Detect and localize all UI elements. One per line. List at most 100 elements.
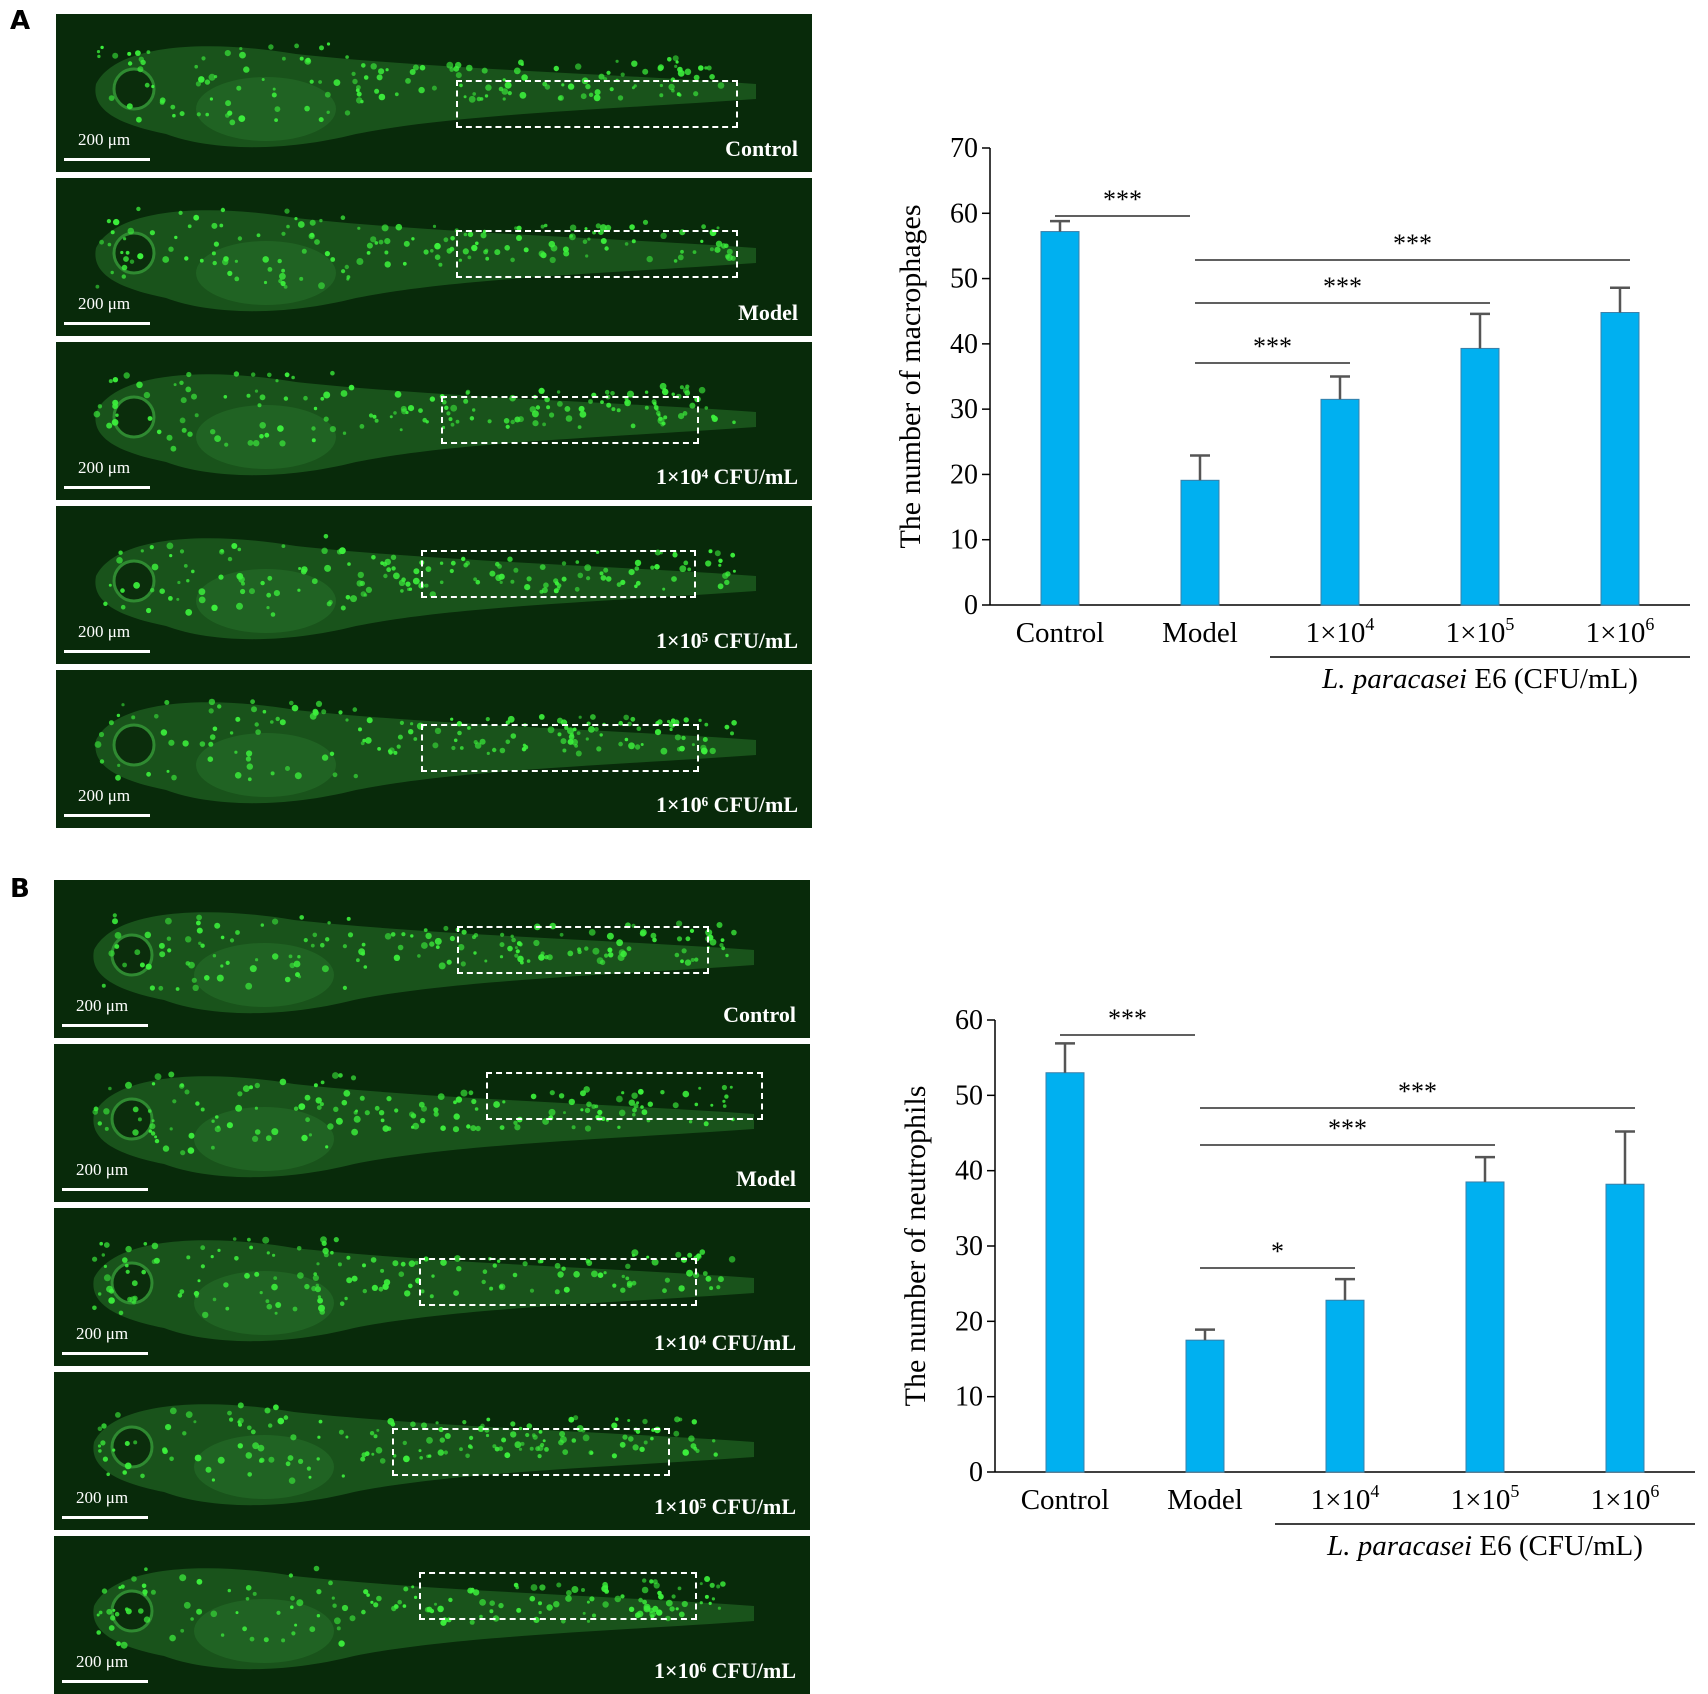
micrograph-panel: 200 μm Model bbox=[56, 178, 812, 336]
condition-label: 1×10⁴ CFU/mL bbox=[656, 464, 798, 489]
roi-dashed-box bbox=[419, 1258, 697, 1306]
condition-label: 1×10⁴ CFU/mL bbox=[654, 1330, 796, 1355]
scale-bar-label: 200 μm bbox=[78, 130, 131, 149]
y-tick-label: 50 bbox=[955, 1080, 983, 1111]
scale-bar bbox=[62, 1024, 148, 1027]
zebrafish-image bbox=[95, 534, 757, 640]
bar bbox=[1465, 1181, 1505, 1473]
micrograph-panel: 200 μm Model bbox=[54, 1044, 810, 1202]
x-tick-label: 1×105 bbox=[1451, 1481, 1520, 1516]
macrophage-bar-chart: 0 10 20 30 40 50 60 70 The number of macrophages… bbox=[870, 120, 1700, 725]
scale-bar-label: 200 μm bbox=[76, 1652, 129, 1671]
scale-bar-label: 200 μm bbox=[76, 996, 129, 1015]
x-tick-label: Control bbox=[1021, 1484, 1110, 1516]
y-tick-label: 0 bbox=[969, 1457, 983, 1488]
panel-letter-a: A bbox=[10, 6, 31, 36]
scale-bar bbox=[62, 1188, 148, 1191]
scale-bar bbox=[64, 158, 150, 161]
micrograph-panel: 200 μm 1×10⁴ CFU/mL bbox=[54, 1208, 810, 1366]
scale-bar bbox=[64, 486, 150, 489]
scale-bar bbox=[64, 814, 150, 817]
micrograph-panel: 200 μm Control bbox=[56, 14, 812, 172]
y-tick-label: 60 bbox=[955, 1005, 983, 1036]
y-tick-label: 30 bbox=[955, 1231, 983, 1262]
condition-label: Model bbox=[736, 1166, 796, 1191]
condition-label: 1×10⁵ CFU/mL bbox=[656, 628, 798, 653]
x-tick-label: Model bbox=[1162, 617, 1238, 649]
y-tick-label: 30 bbox=[950, 394, 978, 425]
x-tick-label: 1×104 bbox=[1306, 614, 1375, 649]
y-tick-label: 0 bbox=[964, 590, 978, 621]
scale-bar-label: 200 μm bbox=[76, 1160, 129, 1179]
roi-dashed-box bbox=[419, 1572, 697, 1620]
bar bbox=[1045, 1072, 1085, 1473]
x-tick-label: 1×106 bbox=[1591, 1481, 1660, 1516]
x-tick-label: 1×106 bbox=[1586, 614, 1655, 649]
roi-dashed-box bbox=[456, 230, 738, 278]
y-tick-label: 40 bbox=[955, 1156, 983, 1187]
x-tick-label: 1×105 bbox=[1446, 614, 1515, 649]
neutrophil-bar-chart: 0 10 20 30 40 50 60 The number of neutrophils Co… bbox=[870, 990, 1700, 1585]
scale-bar bbox=[64, 322, 150, 325]
y-tick-label: 20 bbox=[955, 1306, 983, 1337]
significance-stars: * bbox=[1271, 1237, 1284, 1266]
significance-stars: *** bbox=[1393, 229, 1432, 258]
micrograph-panel: 200 μm 1×10⁵ CFU/mL bbox=[54, 1372, 810, 1530]
micrograph-panel: 200 μm Control bbox=[54, 880, 810, 1038]
roi-dashed-box bbox=[441, 396, 699, 444]
group-label: L. paracasei E6 (CFU/mL) bbox=[1321, 663, 1638, 695]
roi-dashed-box bbox=[457, 926, 709, 974]
condition-label: 1×10⁵ CFU/mL bbox=[654, 1494, 796, 1519]
zebrafish-image bbox=[93, 1402, 755, 1506]
condition-label: Control bbox=[723, 1002, 796, 1027]
condition-label: 1×10⁶ CFU/mL bbox=[654, 1658, 796, 1683]
y-tick-label: 20 bbox=[950, 459, 978, 490]
group-label: L. paracasei E6 (CFU/mL) bbox=[1326, 1530, 1643, 1562]
condition-label: 1×10⁶ CFU/mL bbox=[656, 792, 798, 817]
x-tick-label: Control bbox=[1016, 617, 1105, 649]
bar bbox=[1460, 347, 1500, 606]
micrograph-panel: 200 μm 1×10⁶ CFU/mL bbox=[56, 670, 812, 828]
significance-stars: *** bbox=[1108, 1004, 1147, 1033]
scale-bar-label: 200 μm bbox=[78, 622, 131, 641]
bar bbox=[1180, 479, 1220, 606]
panel-letter-b: B bbox=[10, 874, 30, 904]
significance-stars: *** bbox=[1253, 332, 1292, 361]
scale-bar-label: 200 μm bbox=[78, 294, 131, 313]
x-tick-label: Model bbox=[1167, 1484, 1243, 1516]
bar bbox=[1185, 1339, 1225, 1473]
scale-bar bbox=[62, 1680, 148, 1683]
significance-stars: *** bbox=[1103, 185, 1142, 214]
zebrafish-image bbox=[93, 912, 755, 1014]
y-tick-label: 50 bbox=[950, 264, 978, 295]
bar bbox=[1605, 1183, 1645, 1473]
y-tick-label: 60 bbox=[950, 198, 978, 229]
scale-bar-label: 200 μm bbox=[76, 1324, 129, 1343]
significance-stars: *** bbox=[1398, 1077, 1437, 1106]
significance-stars: *** bbox=[1328, 1114, 1367, 1143]
micrograph-panel: 200 μm 1×10⁶ CFU/mL bbox=[54, 1536, 810, 1694]
y-tick-label: 10 bbox=[955, 1382, 983, 1413]
zebrafish-image bbox=[92, 1236, 755, 1342]
roi-dashed-box bbox=[392, 1428, 670, 1476]
y-tick-label: 10 bbox=[950, 525, 978, 556]
condition-label: Control bbox=[725, 136, 798, 161]
zebrafish-image bbox=[95, 206, 757, 312]
bar bbox=[1325, 1299, 1365, 1473]
roi-dashed-box bbox=[486, 1072, 763, 1120]
roi-dashed-box bbox=[421, 550, 696, 598]
condition-label: Model bbox=[738, 300, 798, 325]
scale-bar-label: 200 μm bbox=[78, 458, 131, 477]
scale-bar-label: 200 μm bbox=[78, 786, 131, 805]
micrograph-panel: 200 μm 1×10⁵ CFU/mL bbox=[56, 506, 812, 664]
scale-bar bbox=[64, 650, 150, 653]
zebrafish-image bbox=[92, 1071, 755, 1178]
y-axis-label: The number of neutrophils bbox=[899, 1086, 932, 1407]
roi-dashed-box bbox=[456, 80, 738, 128]
bar bbox=[1320, 398, 1360, 606]
scale-bar bbox=[62, 1352, 148, 1355]
bar bbox=[1600, 312, 1640, 606]
y-axis-label: The number of macrophages bbox=[894, 204, 927, 548]
x-tick-label: 1×104 bbox=[1311, 1481, 1380, 1516]
y-tick-label: 70 bbox=[950, 133, 978, 164]
